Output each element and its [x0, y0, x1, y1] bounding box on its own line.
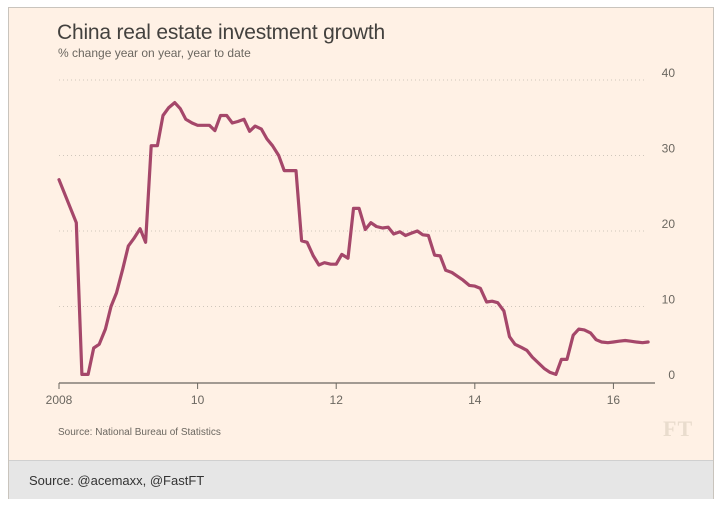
y-tick-label: 40 — [662, 66, 676, 80]
x-tick-label: 16 — [607, 393, 621, 407]
series-line — [57, 100, 650, 376]
y-tick-label: 30 — [662, 142, 676, 156]
y-tick-label: 20 — [662, 217, 676, 231]
x-tick-label: 10 — [191, 393, 205, 407]
ft-logo: FT — [663, 416, 694, 441]
chart-subtitle: % change year on year, year to date — [58, 46, 251, 60]
x-tick-label: 2008 — [46, 393, 73, 407]
y-tick-label: 0 — [668, 368, 675, 382]
chart-title: China real estate investment growth — [57, 21, 386, 44]
chart-frame: China real estate investment growth % ch… — [8, 7, 714, 499]
source-note: Source: National Bureau of Statistics — [58, 427, 221, 438]
caption-bar: Source: @acemaxx, @FastFT — [9, 460, 713, 499]
caption-text: Source: @acemaxx, @FastFT — [29, 473, 205, 488]
y-tick-label: 10 — [662, 293, 676, 307]
x-tick-label: 12 — [330, 393, 344, 407]
x-tick-label: 14 — [468, 393, 482, 407]
chart-area: China real estate investment growth % ch… — [9, 8, 713, 460]
chart-plot: 0 10 20 30 40 2008 10 12 14 16 — [46, 66, 676, 407]
